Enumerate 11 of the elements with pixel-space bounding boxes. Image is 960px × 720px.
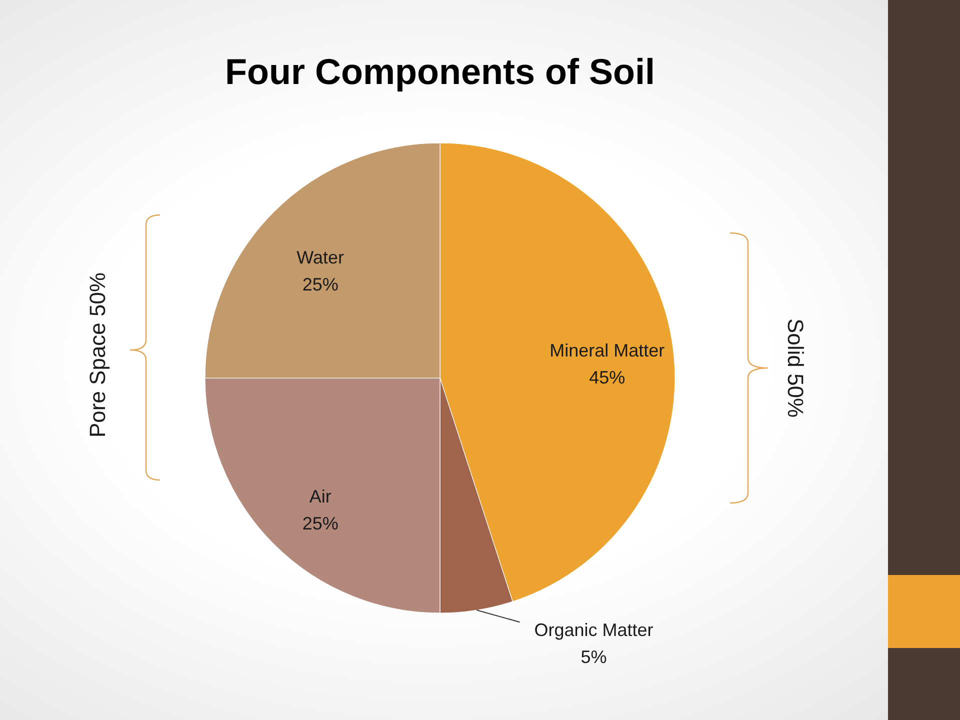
data-label: 25% [302,514,338,534]
data-label: 25% [302,274,338,294]
slice-label: Air [309,486,332,507]
chart-title: Four Components of Soil [225,51,655,92]
text: Solid 50% [783,318,808,418]
data-label: 45% [589,368,626,388]
slice-label: Water [296,247,344,268]
data-label: 5% [580,647,607,668]
slice-label: Organic Matter [534,620,654,640]
slice-label: Mineral Matter [550,340,665,361]
text: Pore Space 50% [85,272,110,438]
